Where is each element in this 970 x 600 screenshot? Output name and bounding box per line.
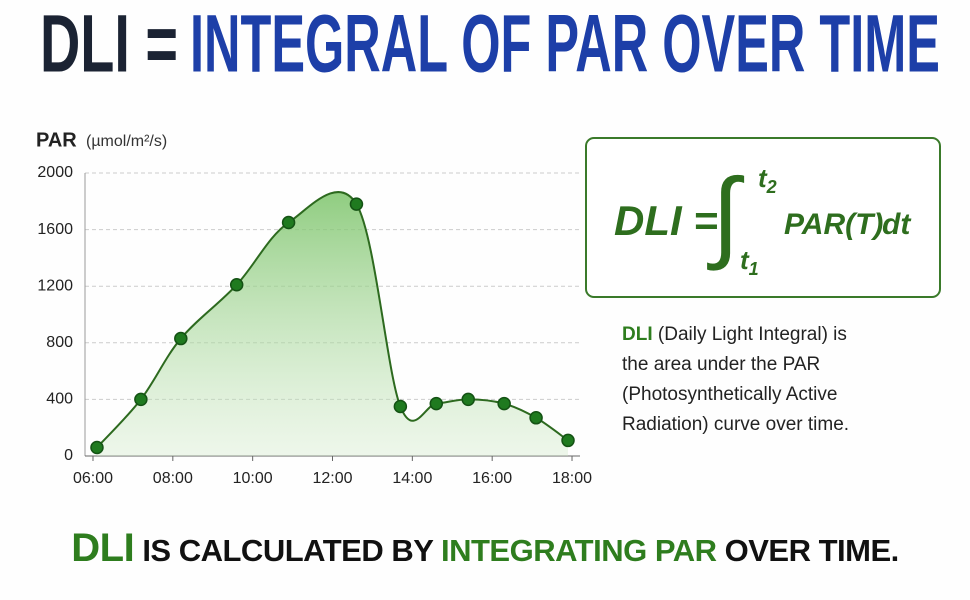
point: [497, 396, 511, 411]
point: [561, 433, 575, 448]
y-tick-label: 1600: [37, 221, 73, 238]
y-tick-label: 800: [46, 334, 73, 351]
title-rest: INTEGRAL OF PAR OVER TIME: [190, 0, 940, 90]
description: DLI (Daily Light Integral) is the area u…: [622, 320, 867, 440]
point: [429, 396, 444, 411]
lower-sub: 1: [749, 259, 759, 279]
integrand: PAR(T): [784, 208, 883, 241]
x-tick-label: 08:00: [153, 470, 193, 487]
upper-sub: 2: [766, 177, 777, 197]
lower-var: t: [740, 245, 750, 275]
x-tick-label: 06:00: [73, 470, 113, 487]
point: [174, 331, 188, 346]
footer: DLI IS CALCULATED BY INTEGRATING PAR OVE…: [0, 526, 970, 571]
y-tick-label: 400: [46, 391, 73, 408]
point: [461, 392, 475, 407]
x-tick-label: 18:00: [552, 470, 592, 487]
upper-var: t: [758, 163, 768, 193]
footer-part: DLI: [71, 526, 135, 570]
footer-part: OVER TIME.: [724, 533, 900, 568]
formula-lhs: DLI =: [614, 197, 718, 244]
point: [393, 399, 408, 414]
point: [90, 440, 104, 455]
point: [134, 392, 148, 407]
point: [529, 411, 543, 425]
description-text: (Daily Light Integral) is the area under…: [622, 324, 850, 435]
lower-limit: t1: [740, 245, 759, 279]
footer-part: INTEGRATING PAR: [440, 533, 717, 568]
y-axis-unit: (µmol/m²/s): [86, 133, 167, 150]
differential: dt: [882, 208, 912, 241]
formula-box: [585, 137, 941, 298]
title-lead: DLI =: [40, 0, 178, 90]
area: [96, 192, 569, 456]
x-tick-label: 10:00: [233, 470, 273, 487]
y-tick-label: 2000: [37, 164, 73, 181]
y-axis-label: PAR: [36, 129, 77, 151]
integral-sign: ∫: [707, 158, 745, 271]
upper-limit: t2: [758, 163, 777, 197]
point: [281, 215, 296, 230]
y-tick-label: 1200: [37, 277, 73, 294]
y-tick-label: 0: [64, 447, 73, 464]
x-tick-label: 16:00: [472, 470, 512, 487]
footer-part: IS CALCULATED BY: [142, 533, 433, 568]
x-tick-label: 14:00: [392, 470, 432, 487]
description-term: DLI: [622, 324, 653, 345]
point: [229, 278, 244, 292]
point: [349, 197, 364, 211]
x-tick-label: 12:00: [312, 470, 352, 487]
